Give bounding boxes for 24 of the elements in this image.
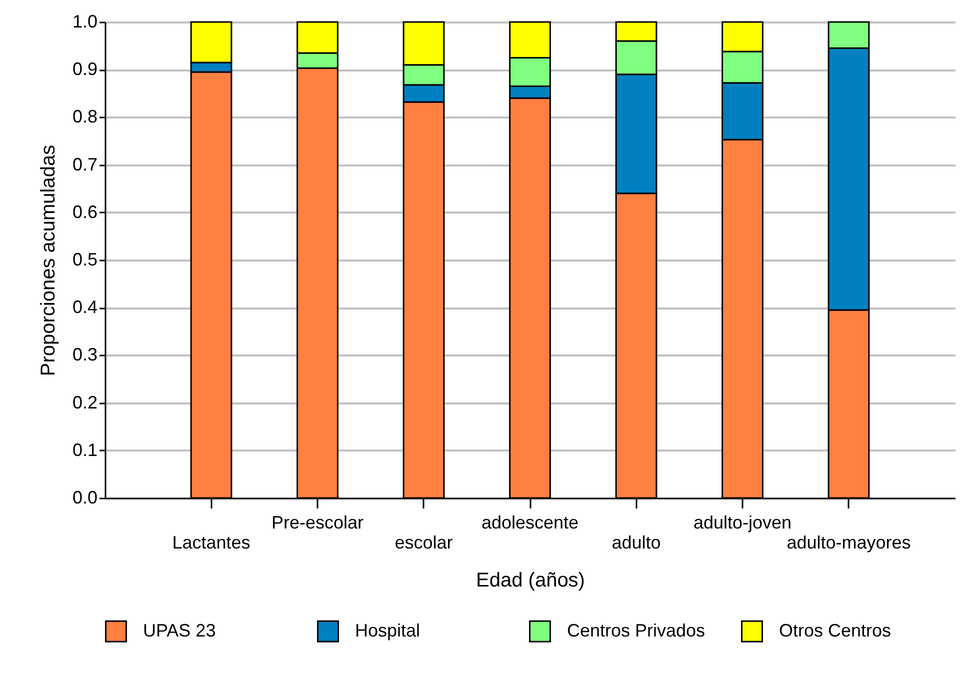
- x-tick-label: adulto-mayores: [786, 532, 911, 552]
- y-tick-label: 0.8: [72, 106, 98, 127]
- legend-label: UPAS 23: [143, 620, 216, 640]
- legend-label: Centros Privados: [567, 620, 706, 640]
- y-tick-label: 0.6: [72, 202, 98, 222]
- x-tick-label: adolescente: [481, 512, 579, 532]
- y-tick-label: 0.1: [72, 440, 98, 460]
- y-tick-label: 0.4: [72, 297, 98, 318]
- y-tick-label: 0.5: [72, 250, 98, 270]
- y-tick-label: 0.3: [72, 344, 98, 365]
- y-tick-label: 0.7: [72, 154, 98, 174]
- x-tick-label: escolar: [394, 532, 453, 552]
- y-tick-label: 0.2: [72, 392, 98, 412]
- y-tick-label: 0.0: [72, 488, 98, 508]
- y-axis-title: Proporciones acumuladas: [37, 144, 60, 376]
- y-tick-label: 0.9: [72, 59, 98, 80]
- legend-label: Hospital: [355, 620, 420, 640]
- x-tick-label: Pre-escolar: [271, 512, 364, 532]
- x-tick-label: adulto-joven: [693, 512, 792, 532]
- x-axis-title: Edad (años): [476, 570, 585, 592]
- x-tick-label: adulto: [612, 532, 661, 552]
- legend-label: Otros Centros: [779, 620, 892, 640]
- y-tick-label: 1.0: [72, 12, 98, 32]
- x-tick-label: Lactantes: [172, 532, 250, 552]
